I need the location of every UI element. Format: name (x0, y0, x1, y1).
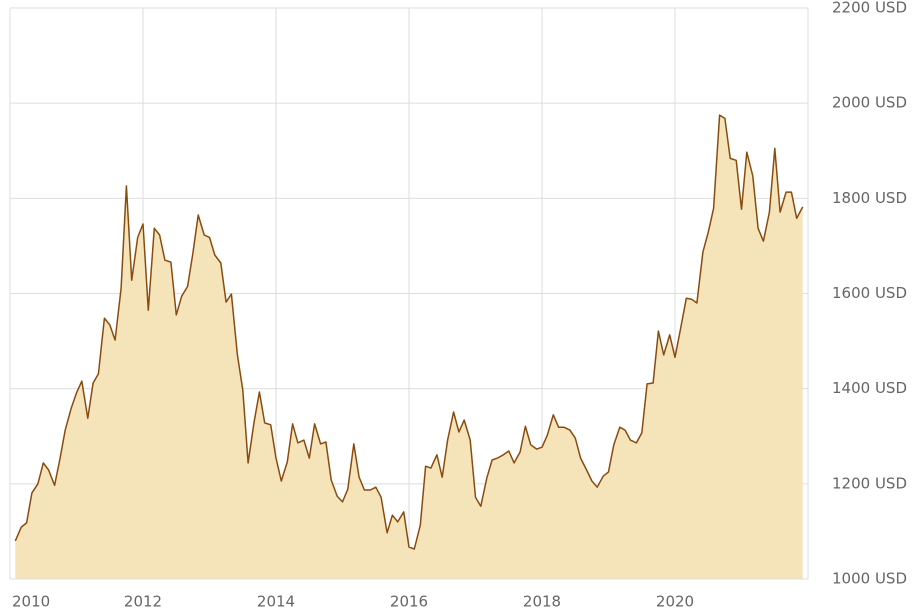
y-tick-label: 1400 USD (832, 379, 907, 397)
x-tick-label: 2012 (124, 593, 162, 611)
y-tick-label: 2200 USD (832, 0, 907, 17)
area-fill (15, 115, 803, 579)
y-tick-label: 2000 USD (832, 94, 907, 112)
y-tick-label: 1600 USD (832, 284, 907, 302)
y-tick-label: 1800 USD (832, 189, 907, 207)
x-tick-label: 2010 (12, 593, 50, 611)
y-tick-label: 1000 USD (832, 570, 907, 588)
x-tick-label: 2018 (523, 593, 561, 611)
price-line (14, 114, 804, 550)
x-tick-label: 2020 (656, 593, 694, 611)
x-tick-label: 2016 (390, 593, 428, 611)
x-tick-label: 2014 (257, 593, 295, 611)
y-tick-label: 1200 USD (832, 474, 907, 492)
